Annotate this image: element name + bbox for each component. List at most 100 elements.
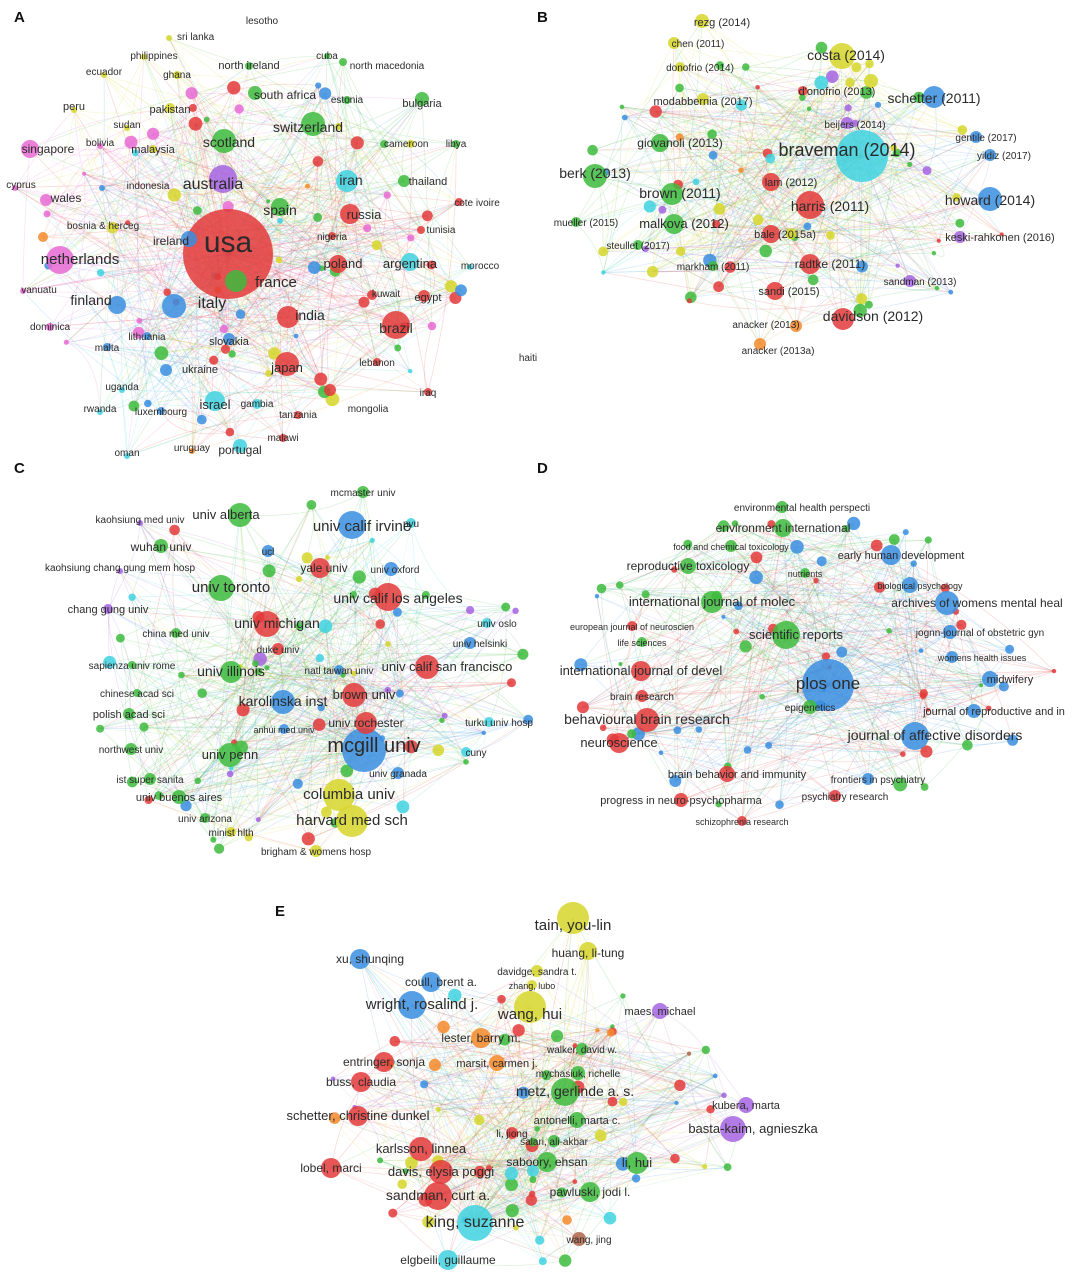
node-epigenetics <box>803 700 817 714</box>
nodes-panel-a <box>12 35 473 459</box>
node-philippines <box>141 54 147 60</box>
node-rwanda <box>97 409 103 415</box>
node-basta-kaim-agnieszka <box>720 1116 746 1142</box>
node-malkova-2012 <box>664 214 684 234</box>
node <box>936 238 941 243</box>
node <box>432 744 445 756</box>
label-lobel-marci: lobel, marci <box>300 1161 361 1175</box>
node-bosnia-herceg <box>38 232 48 242</box>
node-journal-of-affective-disorders <box>901 722 929 750</box>
node <box>556 1187 567 1198</box>
label-ecuador: ecuador <box>86 67 123 78</box>
node-cameroon <box>380 140 388 148</box>
node-chang-gung-univ <box>103 604 113 614</box>
label-ucl: ucl <box>262 547 275 558</box>
node-chinese-acad-sci <box>133 689 141 697</box>
node-brazil <box>382 311 410 339</box>
label-indonesia: indonesia <box>127 181 170 192</box>
node <box>405 1156 418 1170</box>
label-bosnia-herceg: bosnia & herceg <box>67 221 139 232</box>
node <box>670 1153 680 1164</box>
node-chen-2011 <box>668 37 680 49</box>
node <box>505 1178 518 1192</box>
label-early-human-development: early human development <box>838 550 965 562</box>
node <box>671 566 678 573</box>
node <box>658 205 667 214</box>
node <box>124 135 138 149</box>
node <box>752 214 764 226</box>
panel-letter-e: E <box>275 903 285 920</box>
node-lebanon <box>373 358 381 366</box>
node <box>595 1028 600 1033</box>
label-international-journal-of-molec: international journal of molec <box>629 594 796 609</box>
node <box>305 183 310 189</box>
node <box>998 681 1009 692</box>
node-libya <box>452 140 460 148</box>
node-behavioural-brain-research <box>635 708 659 732</box>
label-kuwait: kuwait <box>372 289 401 300</box>
label-wang-jing: wang, jing <box>565 1235 611 1246</box>
label-buss-claudia: buss, claudia <box>326 1075 396 1089</box>
label-walker-david-w: walker, david w. <box>546 1045 617 1056</box>
node <box>103 655 116 669</box>
node <box>525 1194 538 1206</box>
label-berk-2013: berk (2013) <box>559 165 631 181</box>
node-iraq <box>424 388 432 396</box>
node-univ-granada <box>392 767 404 779</box>
node <box>244 833 253 842</box>
node-univ-oslo <box>482 618 492 628</box>
node <box>683 539 693 549</box>
node-sandman-2013 <box>904 275 916 287</box>
edges-panel-d <box>580 506 1055 822</box>
node <box>535 1235 545 1245</box>
label-food-and-chemical-toxicology: food and chemical toxicology <box>673 542 789 552</box>
nodes-panel-c <box>96 486 534 857</box>
node <box>402 1168 409 1175</box>
node-huang-li-tung <box>579 942 597 960</box>
node <box>144 399 152 408</box>
label-davis-elysia-poggi: davis, elysia poggi <box>388 1164 494 1179</box>
node-gentile-2017 <box>970 131 982 143</box>
node <box>197 688 207 698</box>
label-univ-granada: univ granada <box>369 769 427 780</box>
node <box>448 988 462 1003</box>
label-sapienza-univ-rome: sapienza univ rome <box>89 661 176 672</box>
node <box>669 775 682 787</box>
label-lam-2012: lam (2012) <box>765 177 818 189</box>
label-north-macedonia: north macedonia <box>350 61 425 72</box>
node-sudan <box>124 125 130 131</box>
node <box>926 707 930 712</box>
label-karolinska-inst: karolinska inst <box>239 693 328 709</box>
node <box>724 261 736 273</box>
node-israel <box>205 391 225 411</box>
node-salari-ali-akbar <box>548 1135 560 1147</box>
label-cuba: cuba <box>316 51 338 62</box>
node-duke-univ <box>272 643 284 655</box>
label-nigeria: nigeria <box>317 232 347 243</box>
node <box>407 234 415 242</box>
node-japan <box>275 352 299 376</box>
node <box>43 210 51 218</box>
label-turku-univ-hosp: turku univ hosp <box>465 718 533 729</box>
node <box>742 63 750 71</box>
node-archives-of-womens-mental-heal <box>935 591 959 615</box>
node <box>797 86 808 96</box>
label-minist-hlth: minist hlth <box>208 828 253 839</box>
node-elgbeili-guillaume <box>438 1250 458 1270</box>
node-argentina <box>401 253 419 271</box>
node <box>712 1073 718 1079</box>
node <box>924 536 932 544</box>
node <box>420 1080 429 1089</box>
node-berk-2013 <box>583 164 607 188</box>
label-journal-of-reproductive-and-in: journal of reproductive and in <box>922 706 1065 718</box>
node <box>956 619 967 631</box>
node <box>538 1257 547 1266</box>
label-vanuatu: vanuatu <box>21 285 57 296</box>
node-peru <box>71 107 77 113</box>
node <box>642 245 649 253</box>
node-lithuania <box>143 332 151 340</box>
node <box>384 686 391 694</box>
label-progress-in-neuro-psychopharma: progress in neuro-psychopharma <box>600 795 762 807</box>
node <box>154 346 169 360</box>
node <box>226 770 234 778</box>
